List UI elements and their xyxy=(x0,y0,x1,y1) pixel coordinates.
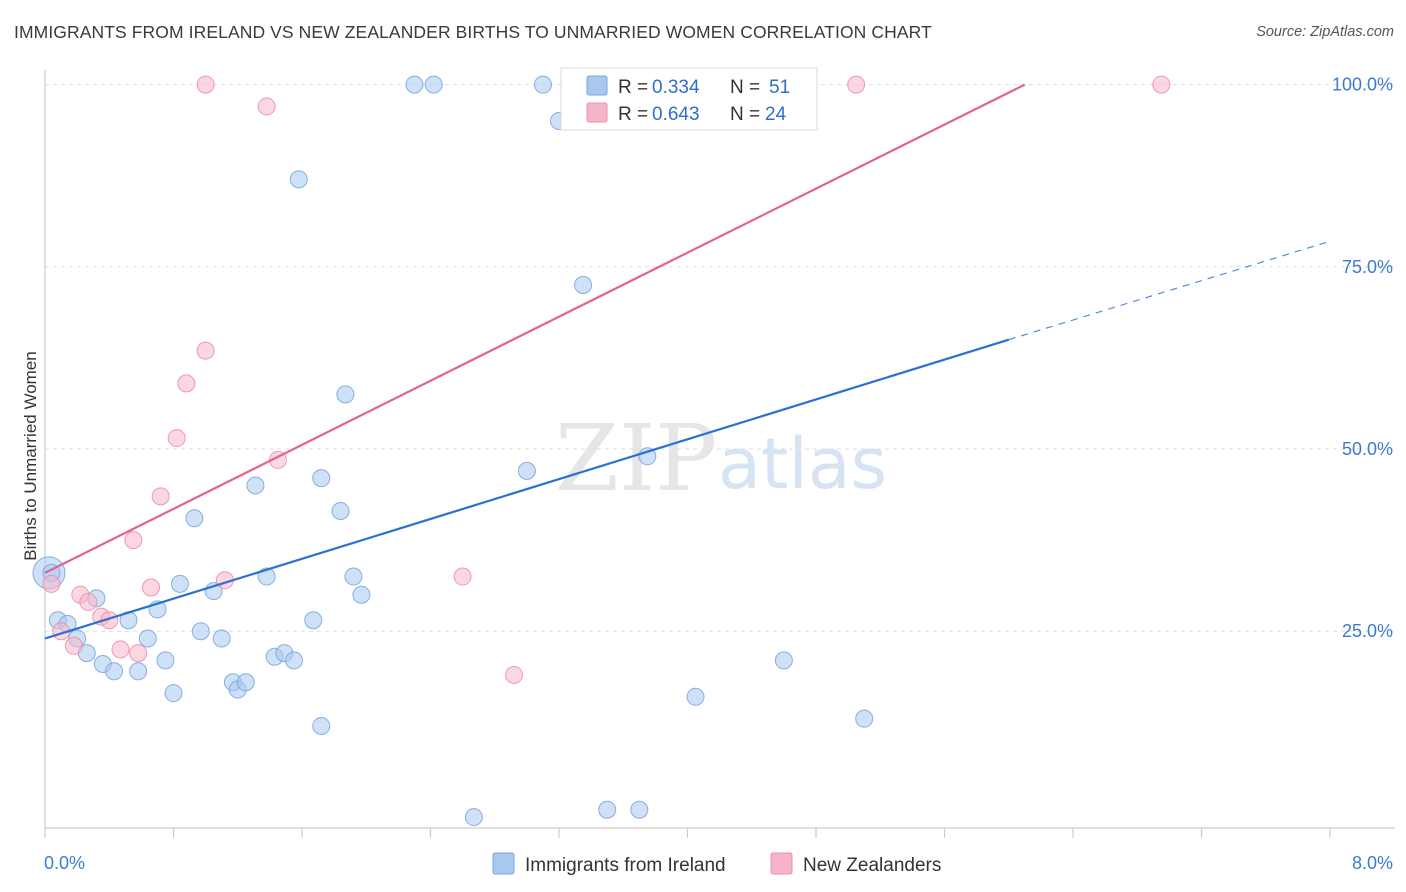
newzealand-point-4 xyxy=(79,593,98,612)
ireland-point-48 xyxy=(774,651,793,670)
ireland-point-22 xyxy=(246,476,265,495)
axes xyxy=(44,70,1395,838)
ireland-trend-extension xyxy=(1008,240,1331,341)
ireland-point-37 xyxy=(464,808,483,827)
ireland-point-34 xyxy=(352,585,371,604)
y-tick-label-0: 25.0% xyxy=(1342,621,1393,641)
legend-r-value-newzealand: 0.643 xyxy=(652,104,700,125)
watermark-zip: ZIP xyxy=(555,405,717,512)
newzealand-point-11 xyxy=(151,487,170,506)
ireland-point-35 xyxy=(405,75,424,94)
ireland-point-23 xyxy=(257,567,276,586)
newzealand-point-10 xyxy=(142,578,161,597)
bottom-legend-swatch-ireland xyxy=(492,852,515,875)
y-tick-label-1: 50.0% xyxy=(1342,439,1393,459)
ireland-point-21 xyxy=(236,673,255,692)
series-ireland-points xyxy=(32,75,874,827)
newzealand-point-8 xyxy=(124,531,143,550)
y-tick-label-2: 75.0% xyxy=(1342,257,1393,277)
y-tick-label-3: 100.0% xyxy=(1332,75,1393,95)
ireland-point-13 xyxy=(164,684,183,703)
legend-n-value-newzealand: 24 xyxy=(765,104,787,125)
ireland-point-49 xyxy=(855,709,874,728)
ireland-point-30 xyxy=(312,469,331,488)
stats-legend: R = 0.334 N = 51 R = 0.643 N = 24 xyxy=(560,67,818,131)
chart-title: IMMIGRANTS FROM IRELAND VS NEW ZEALANDER… xyxy=(14,22,932,42)
ireland-point-39 xyxy=(533,75,552,94)
x-tick-label-1: 8.0% xyxy=(1352,853,1393,873)
newzealand-point-17 xyxy=(257,97,276,116)
ireland-point-38 xyxy=(517,461,536,480)
newzealand-point-7 xyxy=(111,640,130,659)
legend-n-label-ireland: N = xyxy=(730,77,760,98)
ireland-point-28 xyxy=(304,611,323,630)
ireland-point-12 xyxy=(156,651,175,670)
series-legend: Immigrants from Ireland New Zealanders xyxy=(492,852,941,876)
ireland-point-43 xyxy=(630,800,649,819)
y-axis-label: Births to Unmarried Women xyxy=(21,351,40,560)
watermark-atlas: atlas xyxy=(718,423,887,505)
bottom-legend-label-newzealand: New Zealanders xyxy=(803,855,941,876)
newzealand-point-12 xyxy=(167,429,186,448)
ireland-point-33 xyxy=(344,567,363,586)
newzealand-point-19 xyxy=(453,567,472,586)
newzealand-point-0 xyxy=(42,574,61,593)
gridlines xyxy=(45,84,1395,632)
newzealand-point-20 xyxy=(505,665,524,684)
ireland-point-18 xyxy=(212,629,231,648)
ireland-point-16 xyxy=(191,622,210,641)
legend-r-value-ireland: 0.334 xyxy=(652,77,700,98)
ireland-point-41 xyxy=(574,276,593,295)
legend-n-label-newzealand: N = xyxy=(730,104,760,125)
legend-swatch-newzealand xyxy=(586,102,608,123)
series-newzealand-points xyxy=(42,75,1171,684)
ireland-trend-line xyxy=(44,338,1010,640)
legend-n-value-ireland: 51 xyxy=(769,77,790,98)
ireland-point-42 xyxy=(598,800,617,819)
x-tick-label-0: 0.0% xyxy=(44,853,85,873)
newzealand-point-9 xyxy=(129,644,148,663)
x-tick-labels: 0.0% 8.0% xyxy=(44,853,1393,873)
ireland-point-14 xyxy=(170,574,189,593)
source-credit: Source: ZipAtlas.com xyxy=(1256,24,1394,40)
ireland-point-9 xyxy=(129,662,148,681)
newzealand-trend-line xyxy=(44,83,1026,574)
ireland-point-15 xyxy=(185,509,204,528)
ireland-point-31 xyxy=(331,501,350,520)
ireland-point-46 xyxy=(686,687,705,706)
ireland-point-26 xyxy=(284,651,303,670)
legend-r-label-ireland: R = xyxy=(618,77,648,98)
newzealand-point-2 xyxy=(64,636,83,655)
newzealand-point-22 xyxy=(847,75,866,94)
ireland-point-27 xyxy=(289,170,308,189)
trend-lines xyxy=(44,83,1331,640)
ireland-point-36 xyxy=(424,75,443,94)
ireland-point-7 xyxy=(105,662,124,681)
newzealand-point-16 xyxy=(196,75,215,94)
bottom-legend-swatch-newzealand xyxy=(770,852,793,875)
ireland-point-29 xyxy=(312,716,331,735)
bottom-legend-label-ireland: Immigrants from Ireland xyxy=(525,855,726,876)
newzealand-point-23 xyxy=(1152,75,1171,94)
ireland-point-32 xyxy=(336,385,355,404)
newzealand-point-13 xyxy=(177,374,196,393)
y-tick-labels: 25.0% 50.0% 75.0% 100.0% xyxy=(1332,75,1393,642)
newzealand-point-14 xyxy=(196,341,215,360)
legend-r-label-newzealand: R = xyxy=(618,104,648,125)
legend-swatch-ireland xyxy=(586,75,608,96)
ireland-point-10 xyxy=(138,629,157,648)
